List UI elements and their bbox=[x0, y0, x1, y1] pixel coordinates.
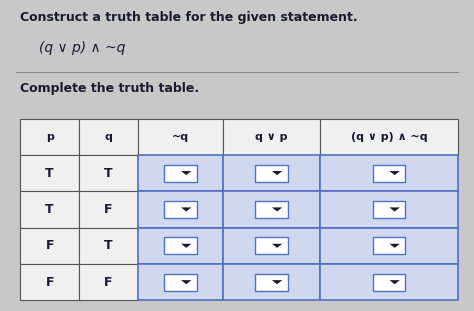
FancyBboxPatch shape bbox=[319, 264, 458, 300]
Text: q: q bbox=[104, 132, 112, 142]
Polygon shape bbox=[390, 244, 400, 248]
FancyBboxPatch shape bbox=[138, 155, 223, 191]
FancyBboxPatch shape bbox=[20, 264, 79, 300]
FancyBboxPatch shape bbox=[164, 237, 197, 254]
FancyBboxPatch shape bbox=[319, 118, 458, 155]
FancyBboxPatch shape bbox=[79, 155, 138, 191]
Polygon shape bbox=[181, 171, 191, 175]
FancyBboxPatch shape bbox=[20, 118, 79, 155]
FancyBboxPatch shape bbox=[79, 264, 138, 300]
Polygon shape bbox=[181, 280, 191, 284]
Text: T: T bbox=[104, 239, 113, 252]
FancyBboxPatch shape bbox=[138, 228, 223, 264]
FancyBboxPatch shape bbox=[223, 191, 319, 228]
Text: Complete the truth table.: Complete the truth table. bbox=[20, 81, 200, 95]
Text: T: T bbox=[46, 167, 54, 179]
Text: q ∨ p: q ∨ p bbox=[255, 132, 288, 142]
FancyBboxPatch shape bbox=[164, 201, 197, 218]
Text: F: F bbox=[46, 239, 54, 252]
Text: Construct a truth table for the given statement.: Construct a truth table for the given st… bbox=[20, 11, 358, 24]
Text: (q ∨ p) ∧ ~q: (q ∨ p) ∧ ~q bbox=[351, 132, 427, 142]
Text: F: F bbox=[104, 276, 113, 289]
Polygon shape bbox=[181, 244, 191, 248]
FancyBboxPatch shape bbox=[373, 274, 405, 291]
Polygon shape bbox=[181, 207, 191, 211]
Polygon shape bbox=[272, 207, 282, 211]
FancyBboxPatch shape bbox=[138, 264, 223, 300]
FancyBboxPatch shape bbox=[20, 228, 79, 264]
FancyBboxPatch shape bbox=[223, 264, 319, 300]
FancyBboxPatch shape bbox=[138, 191, 223, 228]
FancyBboxPatch shape bbox=[138, 118, 223, 155]
FancyBboxPatch shape bbox=[20, 155, 79, 191]
Text: F: F bbox=[104, 203, 113, 216]
Polygon shape bbox=[390, 280, 400, 284]
FancyBboxPatch shape bbox=[223, 228, 319, 264]
FancyBboxPatch shape bbox=[319, 155, 458, 191]
FancyBboxPatch shape bbox=[79, 228, 138, 264]
Polygon shape bbox=[272, 171, 282, 175]
FancyBboxPatch shape bbox=[79, 118, 138, 155]
FancyBboxPatch shape bbox=[373, 201, 405, 218]
FancyBboxPatch shape bbox=[223, 118, 319, 155]
Polygon shape bbox=[390, 171, 400, 175]
Polygon shape bbox=[272, 280, 282, 284]
FancyBboxPatch shape bbox=[319, 191, 458, 228]
FancyBboxPatch shape bbox=[255, 237, 288, 254]
FancyBboxPatch shape bbox=[164, 165, 197, 182]
Text: p: p bbox=[46, 132, 54, 142]
FancyBboxPatch shape bbox=[373, 165, 405, 182]
FancyBboxPatch shape bbox=[319, 228, 458, 264]
FancyBboxPatch shape bbox=[255, 165, 288, 182]
FancyBboxPatch shape bbox=[373, 237, 405, 254]
FancyBboxPatch shape bbox=[223, 155, 319, 191]
Polygon shape bbox=[272, 244, 282, 248]
FancyBboxPatch shape bbox=[255, 201, 288, 218]
Text: (q ∨ p) ∧ ~q: (q ∨ p) ∧ ~q bbox=[39, 41, 126, 55]
Text: F: F bbox=[46, 276, 54, 289]
FancyBboxPatch shape bbox=[164, 274, 197, 291]
Text: ~q: ~q bbox=[172, 132, 189, 142]
Text: T: T bbox=[104, 167, 113, 179]
Polygon shape bbox=[390, 207, 400, 211]
Text: T: T bbox=[46, 203, 54, 216]
FancyBboxPatch shape bbox=[79, 191, 138, 228]
FancyBboxPatch shape bbox=[20, 191, 79, 228]
FancyBboxPatch shape bbox=[255, 274, 288, 291]
